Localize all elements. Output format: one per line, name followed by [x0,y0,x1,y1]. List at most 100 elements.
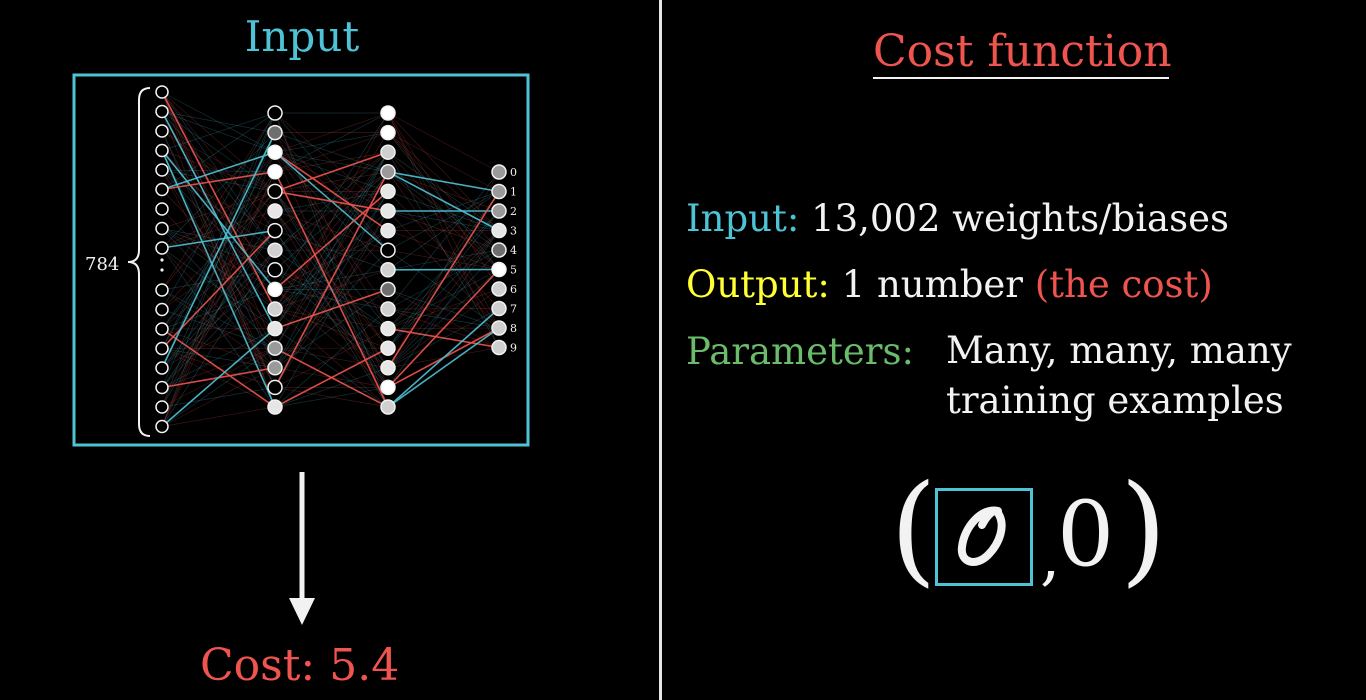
connection-line [387,327,500,349]
connection-line [161,171,276,427]
connection-line [161,151,276,191]
neuron [155,163,169,177]
connection-line [161,171,276,408]
connection-line [274,387,389,408]
connection-line [161,247,276,369]
connection-line [387,230,500,349]
connection-line [161,289,276,349]
neuron [155,400,169,414]
connection-line [161,149,276,290]
example-label: 0 [1057,482,1115,587]
connection-line [387,289,500,329]
neuron [491,339,507,356]
neuron [267,262,283,278]
input-spec-label: Input: [686,197,800,240]
neuron [155,380,169,395]
connection-line [274,210,389,251]
connection-line [161,348,276,369]
connection-line [161,309,276,349]
connection-line [161,152,276,427]
connection-line [274,152,389,368]
neuron [155,104,169,119]
neuron [380,281,396,298]
connection-line [274,308,389,408]
output-digit-label: 5 [510,264,517,277]
neuron [380,222,396,239]
output-digit-label: 4 [510,244,517,257]
connection-line [387,191,500,231]
neuron [155,322,169,336]
connection-line [387,191,500,251]
connection-line [274,230,389,408]
panel-divider [659,0,662,700]
connection-line [161,91,276,153]
connection-line [274,289,389,369]
connection-line [274,289,389,369]
connection-line [274,132,389,153]
connection-line [161,132,276,369]
connection-line [387,191,500,369]
neuron [267,164,283,180]
connection-line [161,91,276,368]
connection-line [387,249,500,329]
connection-line [274,328,389,388]
neuron [267,320,283,337]
network-frame [72,73,530,447]
output-digit-label: 6 [510,283,517,296]
connection-line [274,210,389,369]
neuron [267,124,283,141]
neuron [155,143,169,158]
connection-line [161,132,276,388]
connection-line [387,132,500,251]
neuron [491,300,507,317]
connection-line [161,210,276,249]
connection-line [274,328,389,408]
neuron [267,144,283,160]
connection-line [161,112,276,369]
connection-line [161,112,276,151]
output-digit-label: 0 [510,166,517,179]
neuron [267,105,283,121]
connection-line [274,112,389,251]
connection-line [274,151,389,173]
connection-line [161,111,276,153]
neuron [380,124,396,141]
cost-function-title: Cost function [873,26,1172,77]
connection-line [274,132,389,173]
connection-line [387,249,500,270]
neuron [155,124,169,138]
network-neurons [155,85,507,434]
connection-line [161,91,276,310]
connection-line [274,230,389,271]
connection-line [387,132,500,192]
connection-line [161,228,276,290]
connection-line [274,210,389,388]
neuron [155,361,169,375]
connection-line [161,249,276,369]
neuron [491,320,507,336]
connection-line [274,289,389,310]
connection-line [274,171,389,388]
connection-line [387,171,500,310]
neuron [267,281,283,298]
title-underline [873,77,1169,79]
tuple-comma: , [1040,520,1061,594]
handwritten-zero-icon [957,506,1006,566]
connection-line [274,210,389,408]
neuron [380,379,396,396]
connection-line [387,308,500,310]
neuron [267,203,283,219]
connection-line [274,151,389,310]
connection-line [387,171,500,193]
connection-line [387,269,500,369]
connection-line [161,169,276,349]
input-spec: Input: 13,002 weights/biases [686,197,1229,240]
connection-line [161,289,276,369]
connection-line [387,249,500,369]
open-paren: ( [890,460,937,599]
connection-line [161,247,276,408]
connection-line [274,191,389,388]
connection-line [387,210,500,231]
neuron [491,281,507,297]
connection-line [387,112,500,231]
